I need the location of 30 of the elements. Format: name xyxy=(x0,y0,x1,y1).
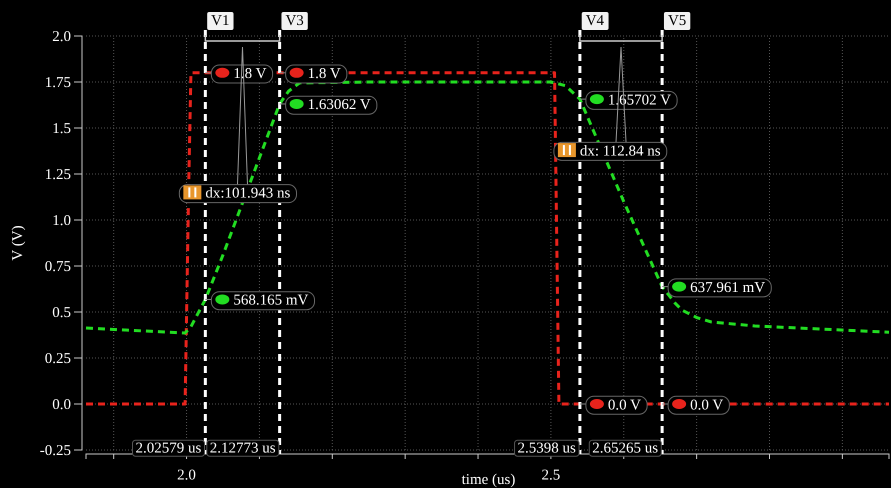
annotation: dx:101.943 ns xyxy=(205,186,291,202)
y-tick-label: 2.0 xyxy=(52,28,71,45)
annotation: 2.65265 us xyxy=(592,440,658,456)
y-tick-label: 1.0 xyxy=(52,212,71,229)
annotation: 568.165 mV xyxy=(233,292,309,309)
y-tick-label: 0.25 xyxy=(44,350,71,367)
line-series xyxy=(84,80,890,334)
annotation: 0.0 V xyxy=(690,397,724,414)
annotation: 637.961 mV xyxy=(690,280,766,296)
ref-line-label: V1 xyxy=(211,13,230,29)
ref-line-label: V4 xyxy=(586,13,605,29)
y-tick-label: 0.75 xyxy=(44,258,71,275)
annotation: 2.02579 us xyxy=(136,440,202,456)
y-tick-label: 1.25 xyxy=(44,166,71,183)
annotation: 1.8 V xyxy=(308,66,341,82)
annotation: 1.63062 V xyxy=(308,97,371,114)
annotation: 2.12773 us xyxy=(210,440,276,456)
y-tick-label: 1.5 xyxy=(52,120,71,137)
y-axis-title: V (V) xyxy=(10,225,26,261)
x-axis-title: time (us) xyxy=(462,472,516,488)
annotation: dx: 112.84 ns xyxy=(580,143,661,160)
ref-line-label: V5 xyxy=(668,13,686,29)
y-tick-label: 0.5 xyxy=(52,304,71,321)
y-tick-label: 0.0 xyxy=(52,396,71,413)
y-tick-label: -0.25 xyxy=(40,442,71,459)
annotation: 2.5398 us xyxy=(518,440,576,456)
x-tick-label: 2.5 xyxy=(542,468,560,484)
annotation: 0.0 V xyxy=(608,397,642,414)
ref-line-label: V3 xyxy=(285,13,304,29)
y-tick-label: 1.75 xyxy=(44,74,71,91)
